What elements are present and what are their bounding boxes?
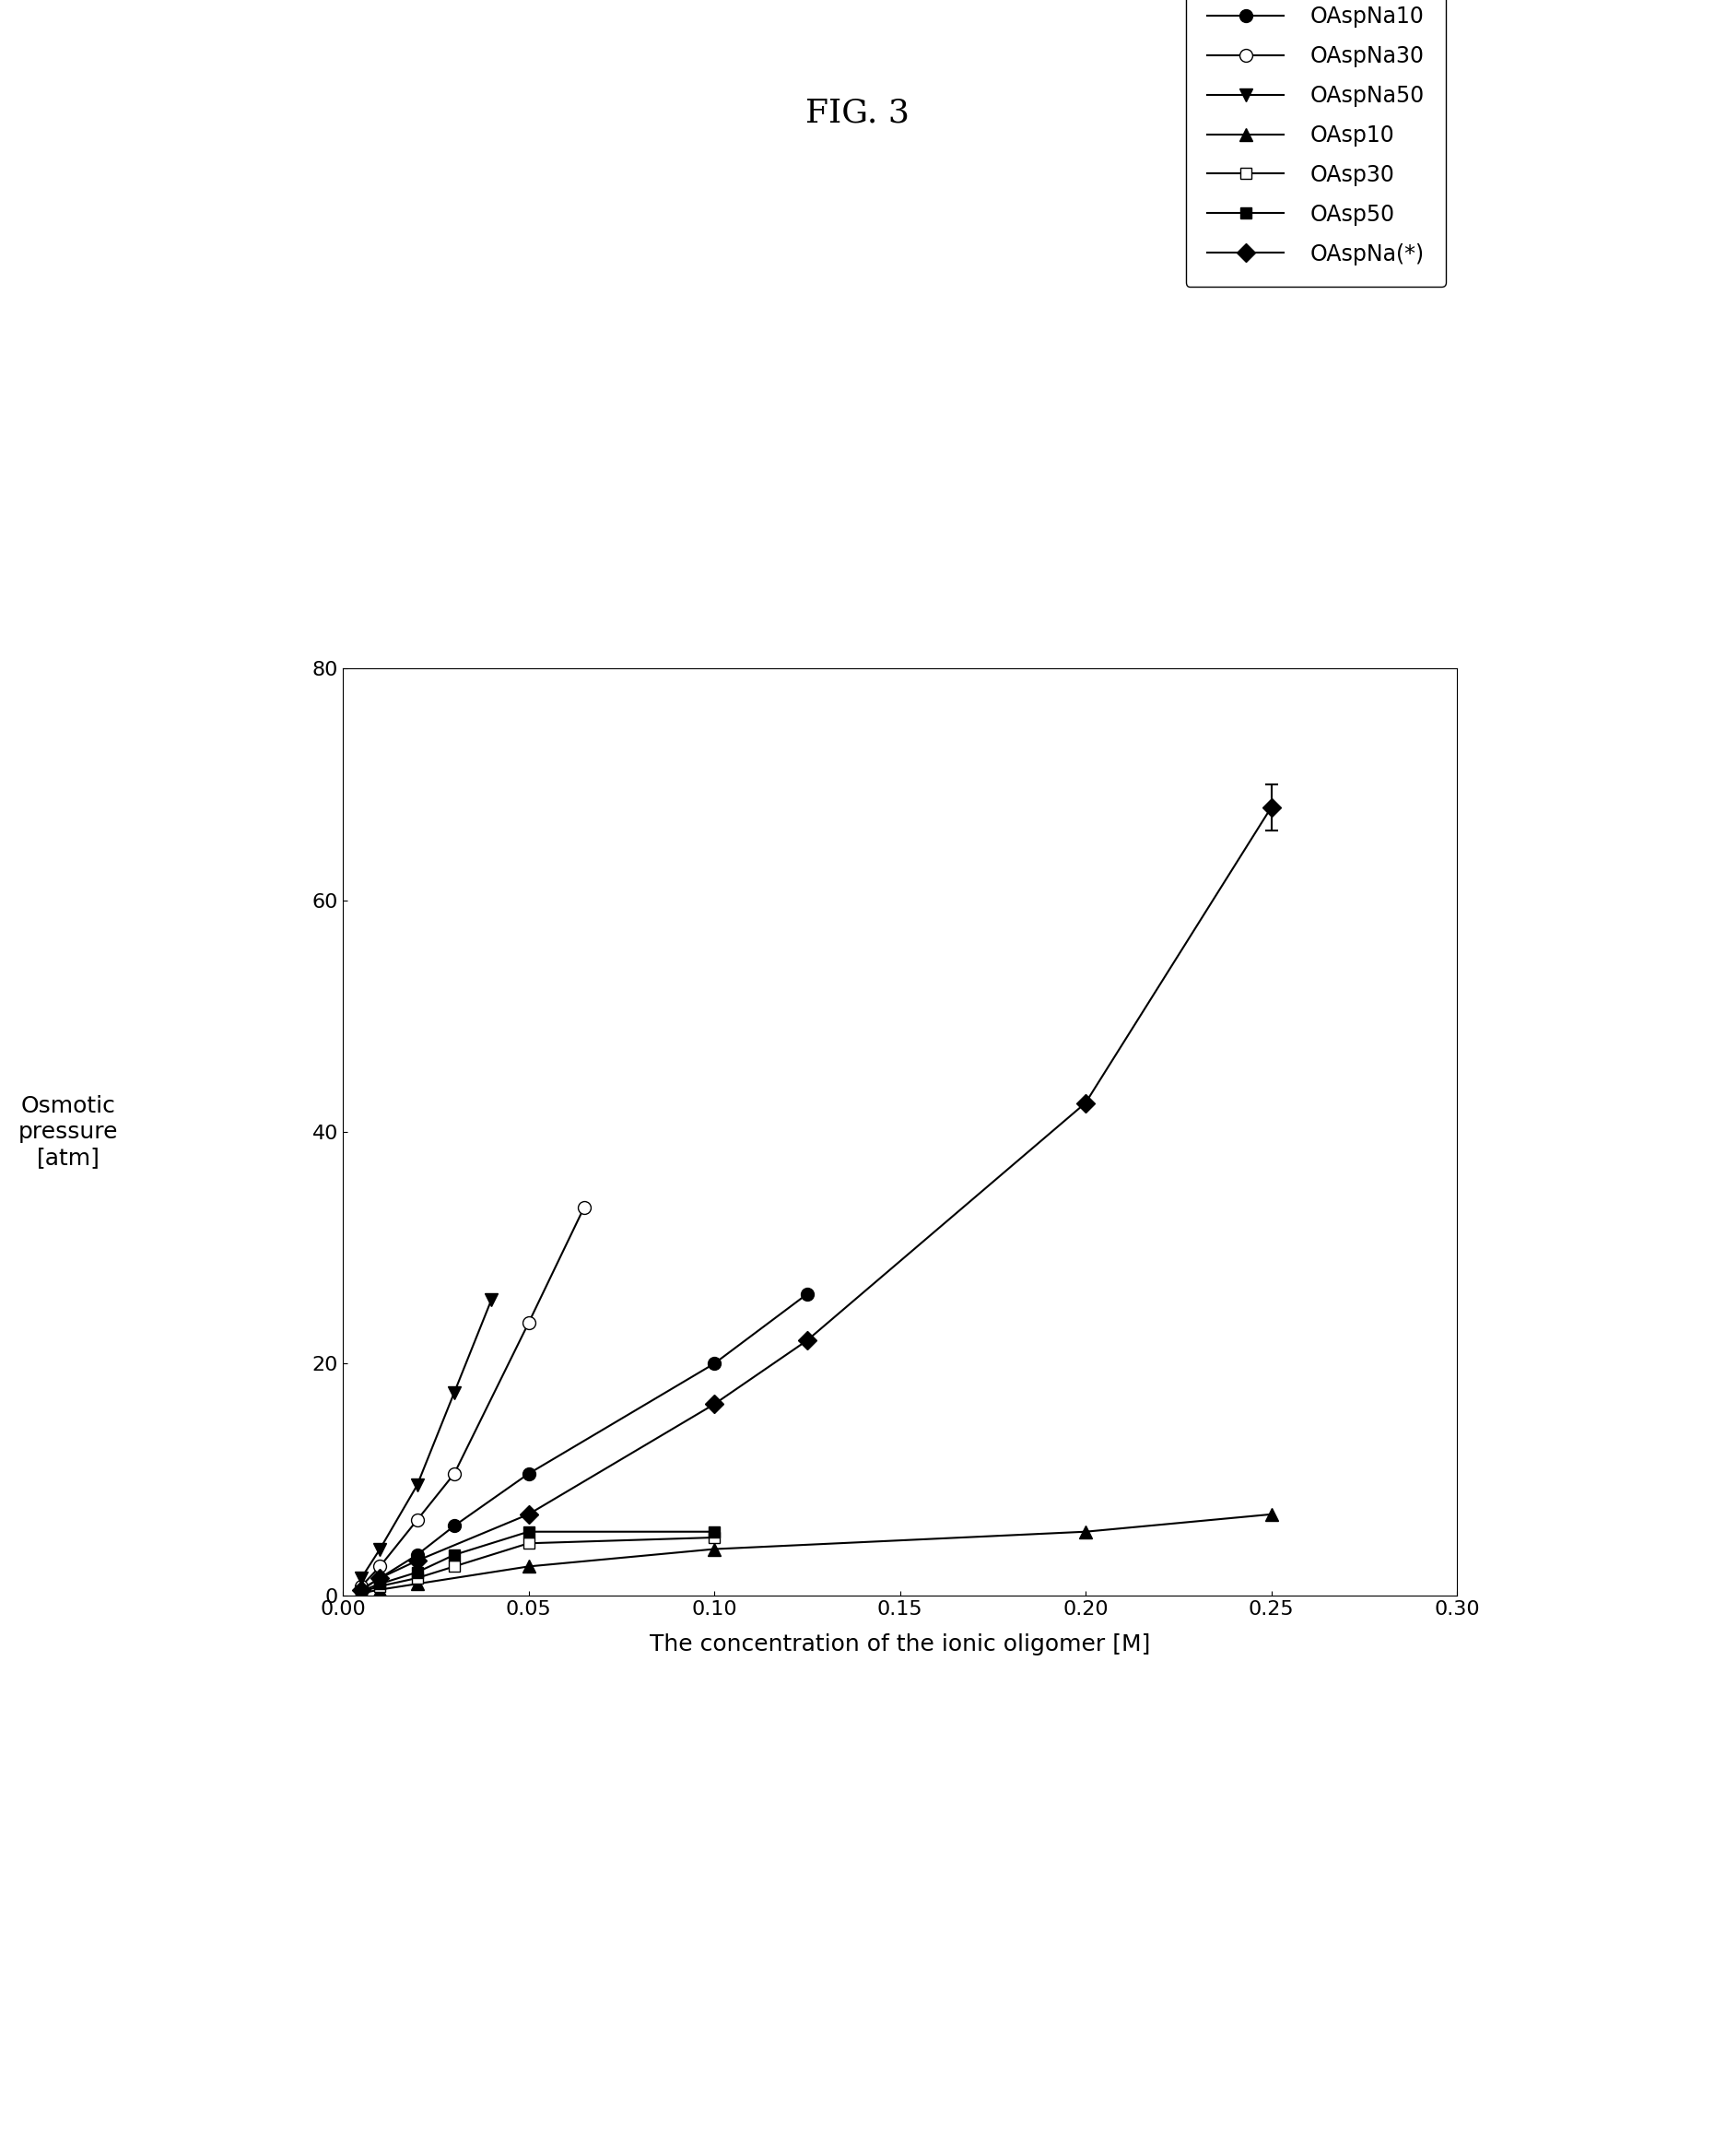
OAspNa30 (406, 1507, 427, 1533)
OAsp50 (351, 1578, 372, 1604)
OAsp30 (406, 1565, 427, 1591)
OAsp30 (444, 1554, 464, 1580)
OAsp10 (406, 1572, 427, 1598)
Text: FIG. 3: FIG. 3 (806, 97, 908, 129)
OAsp30 (704, 1524, 725, 1550)
OAsp50 (370, 1572, 391, 1598)
OAspNa(*) (1262, 796, 1282, 821)
OAsp50 (518, 1518, 538, 1544)
OAspNa30 (370, 1554, 391, 1580)
OAsp10 (351, 1580, 372, 1606)
OAsp10 (518, 1554, 538, 1580)
OAspNa10 (406, 1542, 427, 1567)
OAspNa(*) (518, 1501, 538, 1526)
OAsp10 (1075, 1518, 1095, 1544)
OAspNa50 (406, 1473, 427, 1498)
OAspNa30 (574, 1194, 595, 1220)
Line: OAspNa50: OAspNa50 (355, 1294, 497, 1585)
OAspNa(*) (351, 1576, 372, 1602)
OAspNa50 (482, 1287, 502, 1313)
OAsp10 (704, 1535, 725, 1561)
Line: OAsp50: OAsp50 (355, 1526, 720, 1598)
Line: OAspNa(*): OAspNa(*) (355, 802, 1277, 1595)
OAsp30 (518, 1531, 538, 1557)
OAspNa50 (351, 1565, 372, 1591)
OAspNa50 (370, 1535, 391, 1561)
Line: OAspNa30: OAspNa30 (355, 1201, 591, 1593)
OAspNa10 (797, 1281, 818, 1307)
OAspNa30 (444, 1462, 464, 1488)
OAsp50 (704, 1518, 725, 1544)
OAsp50 (406, 1559, 427, 1585)
Text: Osmotic
pressure
[atm]: Osmotic pressure [atm] (19, 1095, 118, 1169)
OAspNa(*) (370, 1565, 391, 1591)
OAspNa10 (444, 1514, 464, 1539)
OAspNa10 (370, 1565, 391, 1591)
OAsp50 (444, 1542, 464, 1567)
OAspNa(*) (797, 1328, 818, 1354)
OAsp30 (370, 1574, 391, 1600)
OAspNa30 (518, 1311, 538, 1337)
OAspNa10 (351, 1576, 372, 1602)
OAsp10 (370, 1576, 391, 1602)
OAspNa(*) (704, 1391, 725, 1416)
Line: OAsp10: OAsp10 (355, 1507, 1277, 1600)
Line: OAsp30: OAsp30 (355, 1531, 720, 1598)
OAspNa10 (704, 1350, 725, 1378)
X-axis label: The concentration of the ionic oligomer [M]: The concentration of the ionic oligomer … (650, 1634, 1150, 1656)
Legend: OAspNa10, OAspNa30, OAspNa50, OAsp10, OAsp30, OAsp50, OAspNa(*): OAspNa10, OAspNa30, OAspNa50, OAsp10, OA… (1186, 0, 1447, 287)
OAspNa(*) (406, 1548, 427, 1574)
OAsp10 (1262, 1501, 1282, 1526)
Line: OAspNa10: OAspNa10 (355, 1287, 814, 1595)
OAspNa50 (444, 1380, 464, 1406)
OAspNa(*) (1075, 1091, 1095, 1117)
OAspNa10 (518, 1462, 538, 1488)
OAspNa30 (351, 1574, 372, 1600)
OAsp30 (351, 1578, 372, 1604)
